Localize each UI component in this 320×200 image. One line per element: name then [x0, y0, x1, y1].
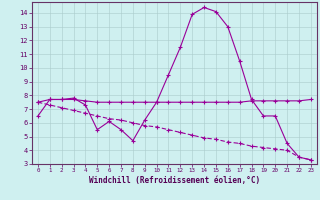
X-axis label: Windchill (Refroidissement éolien,°C): Windchill (Refroidissement éolien,°C) — [89, 176, 260, 185]
